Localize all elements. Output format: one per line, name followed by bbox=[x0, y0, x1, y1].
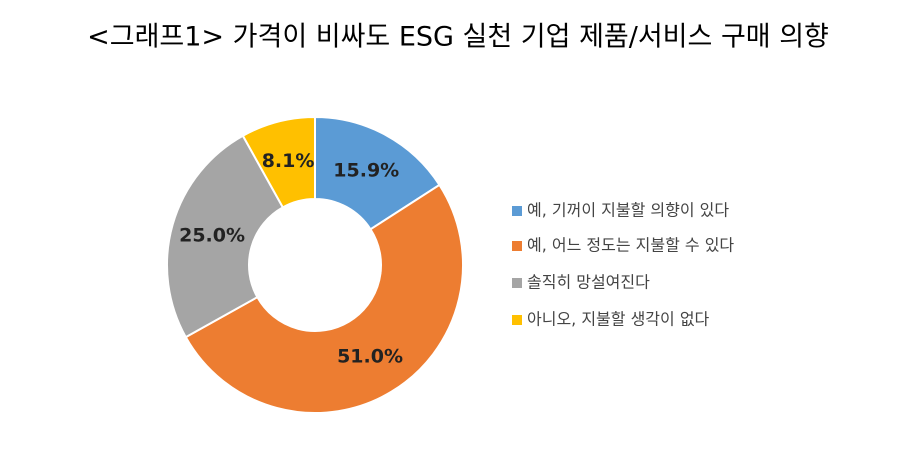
legend-swatch bbox=[512, 206, 522, 216]
donut-slice bbox=[184, 183, 464, 414]
data-label: 8.1% bbox=[262, 150, 315, 172]
legend-label: 아니오, 지불할 생각이 없다 bbox=[527, 310, 710, 329]
chart-title: <그래프1> 가격이 비싸도 ESG 실천 기업 제품/서비스 구매 의향 bbox=[87, 22, 829, 53]
data-label: 25.0% bbox=[179, 224, 245, 246]
donut-slice bbox=[241, 115, 316, 209]
legend-swatch bbox=[512, 278, 522, 288]
donut-slice bbox=[166, 134, 285, 339]
legend-label: 예, 어느 정도는 지불할 수 있다 bbox=[527, 236, 734, 255]
data-label: 15.9% bbox=[333, 160, 399, 182]
legend-label: 예, 기꺼이 지불할 의향이 있다 bbox=[527, 201, 729, 220]
legend-label: 솔직히 망설여진다 bbox=[527, 273, 650, 292]
donut-slice bbox=[314, 115, 441, 231]
legend-swatch bbox=[512, 315, 522, 325]
data-label: 51.0% bbox=[337, 345, 403, 367]
legend-swatch bbox=[512, 241, 522, 251]
